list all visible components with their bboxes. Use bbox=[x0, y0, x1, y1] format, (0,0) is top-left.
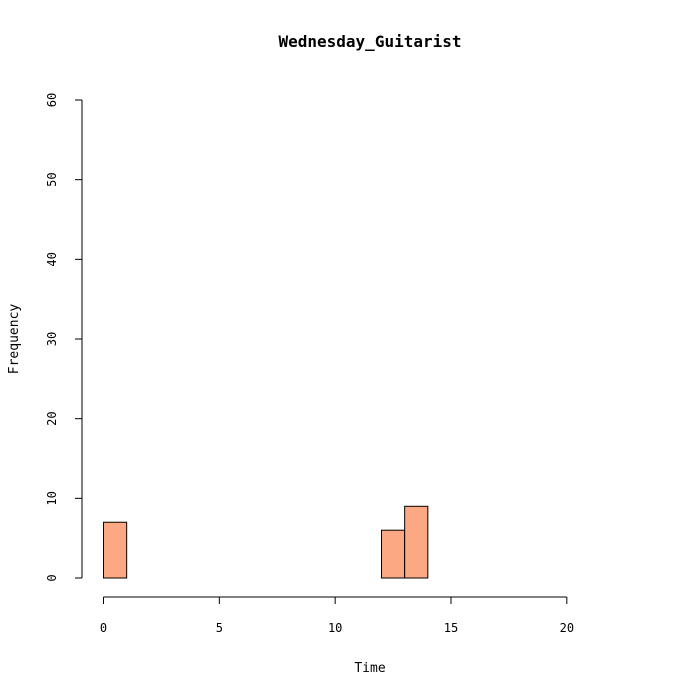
chart-title: Wednesday_Guitarist bbox=[278, 32, 461, 51]
y-axis-label: Frequency bbox=[7, 304, 22, 375]
y-tick-label: 0 bbox=[45, 574, 59, 581]
histogram-bar-13 bbox=[404, 505, 429, 579]
x-tick-label: 5 bbox=[216, 621, 223, 635]
y-tick-label: 40 bbox=[45, 252, 59, 266]
y-tick-label: 20 bbox=[45, 411, 59, 425]
histogram-bar-0 bbox=[103, 521, 128, 579]
x-tick-label: 20 bbox=[560, 621, 574, 635]
y-axis: 0 10 20 30 40 50 60 bbox=[45, 93, 83, 582]
y-tick-label: 10 bbox=[45, 491, 59, 505]
y-tick-label: 30 bbox=[45, 332, 59, 346]
bars-group bbox=[103, 505, 429, 579]
histogram-bar-12 bbox=[381, 529, 406, 579]
x-tick-label: 0 bbox=[100, 621, 107, 635]
y-tick-label: 60 bbox=[45, 93, 59, 107]
x-tick-label: 10 bbox=[328, 621, 342, 635]
x-tick-label: 15 bbox=[444, 621, 458, 635]
x-axis: 0 5 10 15 20 bbox=[100, 596, 574, 635]
y-tick-label: 50 bbox=[45, 172, 59, 186]
x-axis-label: Time bbox=[354, 661, 385, 676]
